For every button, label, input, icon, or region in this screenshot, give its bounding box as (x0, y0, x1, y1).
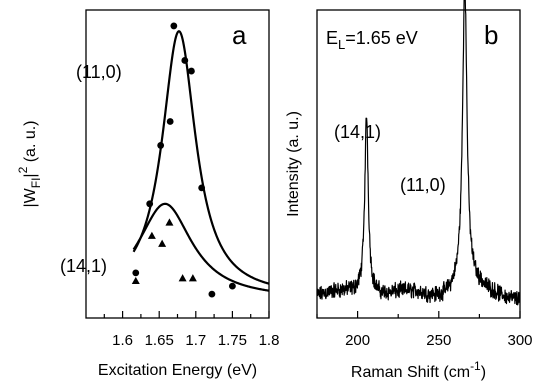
data-point-11-0-9 (229, 282, 236, 290)
panel-a-fit-curves (132, 30, 270, 292)
x-tick-label-a-1-65: 1.65 (145, 332, 174, 349)
panel-b-frame (316, 9, 521, 319)
x-tick-label-a-1-75: 1.75 (218, 332, 247, 349)
annotation-14-1-a: (14,1) (60, 256, 107, 276)
data-point-11-0-4 (170, 22, 178, 30)
panel-a-y-axis-label: |WFI|2 (a. u.) (16, 120, 43, 207)
x-tick-label-a-1-7: 1.7 (185, 332, 206, 349)
data-point-14-1-3 (165, 218, 174, 226)
data-point-11-0-1 (146, 200, 154, 208)
raman-spectrum-line (316, 0, 521, 306)
fit-curve-14-1 (132, 202, 270, 292)
panel-b-y-axis-label: Intensity (a. u.) (285, 111, 302, 217)
data-point-11-0-6 (188, 67, 195, 75)
data-point-11-0-2 (157, 142, 165, 149)
panel-b-x-ticks (316, 311, 521, 318)
data-point-11-0-7 (198, 184, 206, 192)
panel-b-laser-energy: EL=1.65 eV (326, 28, 418, 52)
data-point-11-0-0 (132, 269, 140, 277)
data-point-14-1-1 (147, 231, 156, 239)
panel-a-x-tick-labels: 1.6 1.65 1.7 1.75 1.8 (112, 332, 279, 349)
panel-a-x-ticks (103, 311, 270, 318)
panel-b: 200 250 300 b EL=1.65 eV (14,1) (11,0) Ram… (285, 0, 533, 381)
panel-a-x-axis-label: Excitation Energy (eV) (98, 362, 257, 379)
fit-curve-11-0 (132, 30, 270, 285)
x-tick-label-a-1-6: 1.6 (112, 332, 133, 349)
panel-a: 1.6 1.65 1.7 1.75 1.8 a (11,0) (14,1) Excita… (16, 9, 279, 379)
panel-b-letter: b (484, 20, 498, 50)
data-point-11-0-8 (208, 290, 216, 298)
panel-a-letter: a (232, 20, 247, 50)
data-point-14-1-4 (178, 274, 187, 282)
panel-b-x-axis-label: Raman Shift (cm-1) (351, 359, 486, 381)
annotation-11-0-b: (11,0) (400, 175, 446, 195)
panel-b-x-tick-labels: 200 250 300 (345, 332, 532, 349)
data-point-14-1-5 (188, 274, 197, 282)
panel-a-data-points (131, 22, 236, 298)
x-tick-label-a-1-8: 1.8 (259, 332, 280, 349)
data-point-11-0-5 (181, 57, 189, 64)
annotation-11-0-a: (11,0) (76, 62, 122, 82)
data-point-14-1-0 (131, 276, 140, 285)
x-tick-label-b-300: 300 (507, 332, 532, 349)
panel-b-spectrum (316, 0, 521, 306)
x-tick-label-b-200: 200 (345, 332, 370, 349)
data-point-14-1-2 (158, 239, 167, 247)
annotation-14-1-b: (14,1) (334, 122, 381, 142)
x-tick-label-b-250: 250 (426, 332, 451, 349)
data-point-11-0-3 (166, 118, 174, 125)
